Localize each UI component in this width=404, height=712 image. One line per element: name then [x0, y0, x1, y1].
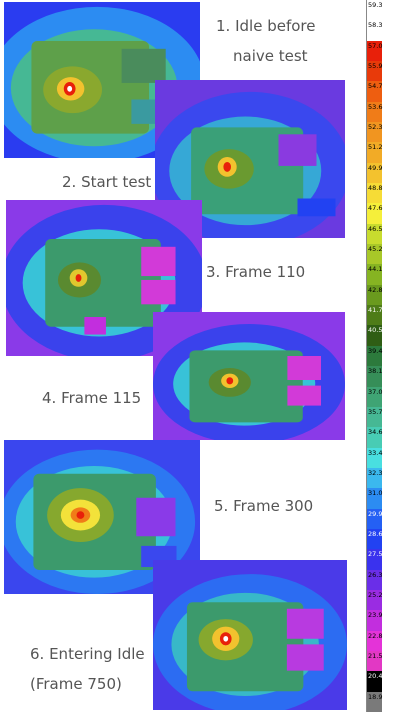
scale-swatch: [366, 81, 382, 103]
scale-tick-label: 39.4: [368, 346, 383, 355]
scale-swatch: [366, 406, 382, 428]
scale-tick-label: 57.0: [368, 41, 383, 50]
scale-swatch: [366, 264, 382, 286]
scale-tick-label: 29.9: [368, 509, 383, 518]
scale-swatch: [366, 467, 382, 489]
scale-tick-label: 51.2: [368, 143, 383, 152]
caption-3-line1: 3. Frame 110: [206, 263, 306, 281]
scale-tick-label: 41.7: [368, 306, 383, 315]
scale-tick-label: 42.8: [368, 285, 383, 294]
caption-6: 6. Entering Idle (Frame 750): [30, 640, 145, 698]
scale-swatch: [366, 61, 382, 82]
scale-swatch: [366, 386, 382, 408]
scale-swatch: [366, 244, 382, 265]
scale-border: [366, 0, 382, 712]
scale-tick-label: 59.3: [368, 1, 383, 9]
scale-tick-label: 25.2: [368, 590, 383, 599]
scale-swatch: [366, 691, 382, 712]
scale-tick-label: 40.5: [368, 326, 383, 335]
scale-swatch: [366, 569, 382, 591]
caption-3: 3. Frame 110: [206, 258, 305, 286]
thermal-image-5: [4, 440, 200, 594]
scale-tick-label: 46.5: [368, 224, 383, 233]
scale-swatch: [366, 325, 382, 347]
caption-5-line1: 5. Frame 300: [214, 497, 314, 515]
scale-swatch: [366, 345, 382, 367]
scale-tick-label: 33.4: [368, 448, 383, 457]
scale-swatch: [366, 427, 382, 449]
scale-tick-label: 53.6: [368, 102, 383, 111]
scale-swatch: [366, 40, 382, 62]
scale-tick-label: 31.0: [368, 489, 383, 498]
scale-swatch: [366, 630, 382, 652]
scale-swatch: [366, 142, 382, 164]
scale-swatch: [366, 488, 382, 510]
thermal-image-6: [153, 560, 347, 710]
scale-tick-label: 54.7: [368, 82, 383, 91]
scale-tick-label: 22.8: [368, 631, 383, 640]
caption-4-line1: 4. Frame 115: [42, 389, 142, 407]
scale-swatch: [366, 528, 382, 550]
caption-2: 2. Start test: [62, 168, 151, 196]
caption-2-line1: 2. Start test: [62, 173, 152, 191]
scale-swatch: [366, 20, 382, 42]
thermal-image-1: [4, 2, 200, 158]
scale-tick-label: 35.7: [368, 407, 383, 416]
scale-swatch: [366, 101, 382, 123]
scale-tick-label: 45.2: [368, 245, 383, 254]
scale-tick-label: 55.9: [368, 62, 383, 71]
scale-swatch: [366, 203, 382, 225]
scale-tick-label: 44.1: [368, 265, 383, 274]
scale-tick-label: 20.4: [368, 672, 383, 681]
caption-1: 1. Idle before naive test: [216, 12, 315, 70]
scale-swatch: [366, 447, 382, 469]
scale-tick-label: 52.3: [368, 123, 383, 132]
temperature-scale: 59.3 58.3 57.0 55.9 54.7 53.6 52.3 51.2 49.9 48.8…: [366, 0, 404, 712]
scale-tick-label: 37.0: [368, 387, 383, 396]
scale-swatch: [366, 671, 382, 693]
caption-6-line2: (Frame 750): [30, 675, 122, 693]
scale-swatch: [366, 610, 382, 632]
scale-tick-label: 23.9: [368, 611, 383, 620]
scale-tick-label: 49.9: [368, 163, 383, 172]
scale-swatch: [366, 650, 382, 672]
scale-swatch: [366, 284, 382, 306]
scale-tick-label: 26.3: [368, 570, 383, 579]
scale-tick-label: 21.5: [368, 651, 383, 660]
caption-1-line1: 1. Idle before: [216, 17, 316, 35]
scale-tick-label: 38.1: [368, 367, 383, 376]
caption-4: 4. Frame 115: [42, 384, 141, 412]
scale-swatch: [366, 162, 382, 184]
scale-swatch: [366, 0, 382, 21]
scale-swatch: [366, 183, 382, 204]
scale-swatch: [366, 223, 382, 245]
scale-swatch: [366, 589, 382, 611]
scale-tick-label: 47.6: [368, 204, 383, 213]
scale-swatch: [366, 549, 382, 571]
scale-tick-label: 58.3: [368, 21, 383, 30]
scale-swatch: [366, 122, 382, 143]
caption-5: 5. Frame 300: [214, 492, 313, 520]
scale-tick-label: 34.6: [368, 428, 383, 437]
scale-swatch: [366, 305, 382, 326]
scale-tick-label: 32.3: [368, 468, 383, 477]
scale-swatch: [366, 366, 382, 387]
scale-tick-label: 28.6: [368, 529, 383, 538]
caption-6-line1: 6. Entering Idle: [30, 645, 145, 663]
scale-tick-label: 27.5: [368, 550, 383, 559]
scale-tick-label: 18.9: [368, 692, 383, 701]
thermal-image-4: [153, 312, 345, 440]
scale-tick-label: 48.8: [368, 184, 383, 193]
caption-1-line2: naive test: [233, 47, 308, 65]
scale-swatch: [366, 508, 382, 530]
